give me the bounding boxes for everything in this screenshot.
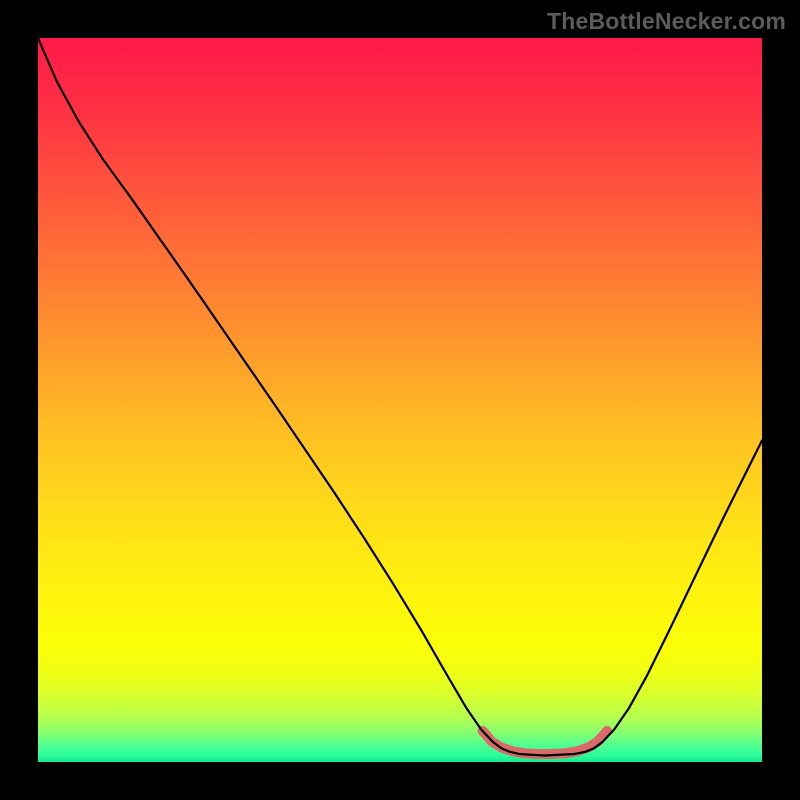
chart-container (38, 38, 762, 762)
watermark-text: TheBottleNecker.com (547, 8, 786, 35)
chart-background (38, 38, 762, 762)
bottleneck-curve-chart (38, 38, 762, 762)
